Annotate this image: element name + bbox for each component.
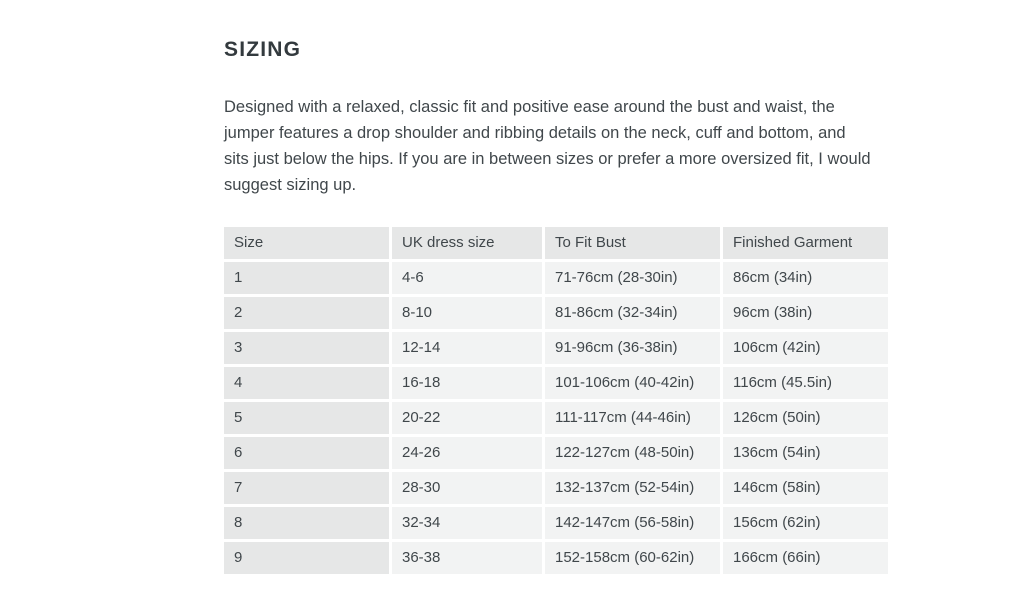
table-row: 9 36-38 152-158cm (60-62in) 166cm (66in) <box>224 542 888 574</box>
table-row: 6 24-26 122-127cm (48-50in) 136cm (54in) <box>224 437 888 472</box>
table-cell: 101-106cm (40-42in) <box>545 367 723 402</box>
table-row: 7 28-30 132-137cm (52-54in) 146cm (58in) <box>224 472 888 507</box>
table-cell: 3 <box>224 332 392 367</box>
table-row: 5 20-22 111-117cm (44-46in) 126cm (50in) <box>224 402 888 437</box>
table-cell: 16-18 <box>392 367 545 402</box>
table-cell: 7 <box>224 472 392 507</box>
table-header: Size UK dress size To Fit Bust Finished Gar… <box>224 227 888 262</box>
table-cell: 2 <box>224 297 392 332</box>
column-header: Finished Garment <box>723 227 888 262</box>
sizing-description: Designed with a relaxed, classic fit and… <box>224 98 871 194</box>
table-cell: 4 <box>224 367 392 402</box>
table-row: 1 4-6 71-76cm (28-30in) 86cm (34in) <box>224 262 888 297</box>
table-cell: 8 <box>224 507 392 542</box>
column-header: Size <box>224 227 392 262</box>
table-cell: 132-137cm (52-54in) <box>545 472 723 507</box>
table-cell: 126cm (50in) <box>723 402 888 437</box>
table-cell: 91-96cm (36-38in) <box>545 332 723 367</box>
table-cell: 36-38 <box>392 542 545 574</box>
table-row: 3 12-14 91-96cm (36-38in) 106cm (42in) <box>224 332 888 367</box>
table-cell: 106cm (42in) <box>723 332 888 367</box>
table-cell: 146cm (58in) <box>723 472 888 507</box>
table-cell: 96cm (38in) <box>723 297 888 332</box>
table-cell: 9 <box>224 542 392 574</box>
table-cell: 71-76cm (28-30in) <box>545 262 723 297</box>
table-cell: 152-158cm (60-62in) <box>545 542 723 574</box>
table-cell: 6 <box>224 437 392 472</box>
table-cell: 122-127cm (48-50in) <box>545 437 723 472</box>
table-cell: 142-147cm (56-58in) <box>545 507 723 542</box>
table-cell: 28-30 <box>392 472 545 507</box>
table-cell: 8-10 <box>392 297 545 332</box>
table-cell: 81-86cm (32-34in) <box>545 297 723 332</box>
table-header-row: Size UK dress size To Fit Bust Finished Gar… <box>224 227 888 262</box>
table-cell: 86cm (34in) <box>723 262 888 297</box>
column-header: To Fit Bust <box>545 227 723 262</box>
table-row: 4 16-18 101-106cm (40-42in) 116cm (45.5in) <box>224 367 888 402</box>
page-title: SIZING <box>224 38 302 61</box>
table-body: 1 4-6 71-76cm (28-30in) 86cm (34in) 2 8-10 81-… <box>224 262 888 574</box>
table-row: 8 32-34 142-147cm (56-58in) 156cm (62in) <box>224 507 888 542</box>
table-cell: 166cm (66in) <box>723 542 888 574</box>
sizing-table: Size UK dress size To Fit Bust Finished Gar… <box>224 227 888 574</box>
table-row: 2 8-10 81-86cm (32-34in) 96cm (38in) <box>224 297 888 332</box>
table-cell: 156cm (62in) <box>723 507 888 542</box>
table-cell: 111-117cm (44-46in) <box>545 402 723 437</box>
column-header: UK dress size <box>392 227 545 262</box>
table-cell: 20-22 <box>392 402 545 437</box>
table-cell: 116cm (45.5in) <box>723 367 888 402</box>
table-cell: 136cm (54in) <box>723 437 888 472</box>
sizing-section: SIZING Designed with a relaxed, classic … <box>224 38 888 574</box>
table-cell: 1 <box>224 262 392 297</box>
table-cell: 5 <box>224 402 392 437</box>
table-cell: 24-26 <box>392 437 545 472</box>
table-cell: 12-14 <box>392 332 545 367</box>
table-cell: 4-6 <box>392 262 545 297</box>
table-cell: 32-34 <box>392 507 545 542</box>
